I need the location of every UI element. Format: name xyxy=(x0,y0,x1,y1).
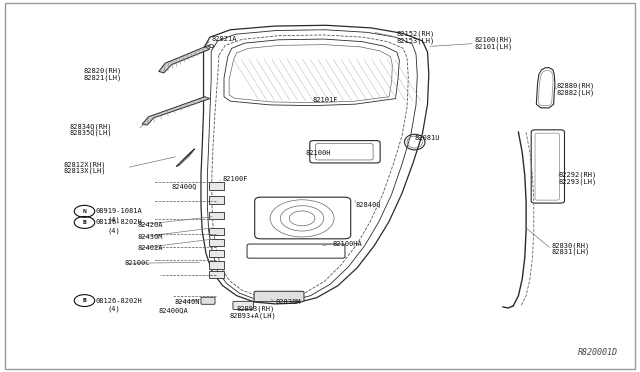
Polygon shape xyxy=(176,149,195,167)
Text: 82153(LH): 82153(LH) xyxy=(397,38,435,44)
Text: 82100F: 82100F xyxy=(223,176,248,182)
Text: 82400QA: 82400QA xyxy=(159,307,188,313)
Text: 82430M: 82430M xyxy=(138,234,163,240)
Text: 82100(RH): 82100(RH) xyxy=(475,37,513,44)
Text: 82834Q(RH): 82834Q(RH) xyxy=(69,123,111,130)
Bar xyxy=(209,196,224,204)
Bar xyxy=(209,250,224,257)
Text: 82880(RH): 82880(RH) xyxy=(557,82,595,89)
Text: 82400Q: 82400Q xyxy=(172,183,197,189)
Text: 82B93+A(LH): 82B93+A(LH) xyxy=(229,312,276,319)
FancyBboxPatch shape xyxy=(201,297,215,304)
Text: 82820(RH): 82820(RH) xyxy=(83,67,122,74)
Polygon shape xyxy=(159,47,210,73)
Text: 82882(LH): 82882(LH) xyxy=(557,89,595,96)
Bar xyxy=(209,239,224,246)
Bar xyxy=(209,261,224,269)
Text: 82838M: 82838M xyxy=(275,299,301,305)
Text: B: B xyxy=(83,220,86,225)
Text: 82835Q(LH): 82835Q(LH) xyxy=(69,129,111,136)
Bar xyxy=(209,212,224,219)
Text: (4): (4) xyxy=(108,216,120,223)
Text: 82B93(RH): 82B93(RH) xyxy=(237,305,275,312)
Text: 82081U: 82081U xyxy=(415,135,440,141)
Text: 82440N: 82440N xyxy=(174,299,200,305)
Text: R820001D: R820001D xyxy=(578,348,618,357)
Bar xyxy=(209,182,224,190)
Text: 82831(LH): 82831(LH) xyxy=(552,249,590,256)
Text: 82101F: 82101F xyxy=(312,97,338,103)
Text: N: N xyxy=(83,209,86,214)
Text: 82100HA: 82100HA xyxy=(333,241,362,247)
Text: 82420A: 82420A xyxy=(138,222,163,228)
Text: 82813X(LH): 82813X(LH) xyxy=(64,168,106,174)
Text: (4): (4) xyxy=(108,227,120,234)
Text: 08919-1081A: 08919-1081A xyxy=(96,208,143,214)
Polygon shape xyxy=(142,97,210,125)
Text: 82100C: 82100C xyxy=(125,260,150,266)
Text: 82292(RH): 82292(RH) xyxy=(558,171,596,178)
Bar xyxy=(209,228,224,235)
Bar xyxy=(209,271,224,278)
Text: 82152(RH): 82152(RH) xyxy=(397,31,435,38)
Text: (4): (4) xyxy=(108,305,120,312)
FancyBboxPatch shape xyxy=(233,301,253,310)
Text: 82821A: 82821A xyxy=(211,36,237,42)
Text: 82402A: 82402A xyxy=(138,246,163,251)
Text: 82293(LH): 82293(LH) xyxy=(558,178,596,185)
Text: 82840Q: 82840Q xyxy=(355,202,381,208)
Text: 08126-8202H: 08126-8202H xyxy=(96,219,143,225)
Text: 82101(LH): 82101(LH) xyxy=(475,44,513,50)
Text: 82821(LH): 82821(LH) xyxy=(83,75,122,81)
Text: 08126-8202H: 08126-8202H xyxy=(96,298,143,304)
Text: 82100H: 82100H xyxy=(306,150,332,155)
Text: B: B xyxy=(83,298,86,303)
Text: 82812X(RH): 82812X(RH) xyxy=(64,161,106,168)
Text: 82830(RH): 82830(RH) xyxy=(552,242,590,249)
FancyBboxPatch shape xyxy=(254,291,304,302)
